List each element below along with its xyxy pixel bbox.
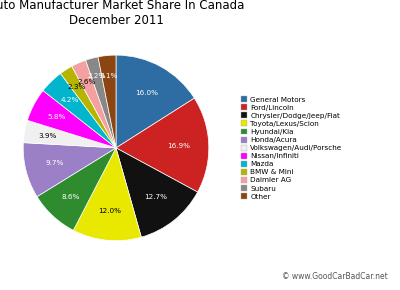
Legend: General Motors, Ford/Lincoln, Chrysler/Dodge/Jeep/Fiat, Toyota/Lexus/Scion, Hyun: General Motors, Ford/Lincoln, Chrysler/D…	[240, 95, 343, 200]
Wedge shape	[116, 148, 198, 237]
Text: 2.6%: 2.6%	[78, 79, 96, 85]
Wedge shape	[72, 60, 116, 148]
Text: 8.6%: 8.6%	[61, 194, 80, 200]
Wedge shape	[60, 66, 116, 148]
Text: 5.8%: 5.8%	[48, 114, 66, 120]
Wedge shape	[43, 73, 116, 148]
Text: 16.9%: 16.9%	[168, 143, 190, 149]
Wedge shape	[23, 120, 116, 148]
Wedge shape	[116, 98, 209, 192]
Wedge shape	[86, 57, 116, 148]
Text: 12.7%: 12.7%	[144, 194, 167, 200]
Wedge shape	[27, 90, 116, 148]
Wedge shape	[23, 143, 116, 197]
Text: 4.2%: 4.2%	[60, 97, 78, 103]
Text: 16.0%: 16.0%	[135, 90, 158, 96]
Text: 3.9%: 3.9%	[38, 133, 57, 139]
Text: 2.2%: 2.2%	[88, 73, 106, 79]
Text: © www.GoodCarBadCar.net: © www.GoodCarBadCar.net	[282, 272, 388, 281]
Text: 9.7%: 9.7%	[46, 160, 64, 166]
Wedge shape	[37, 148, 116, 230]
Wedge shape	[116, 55, 194, 148]
Wedge shape	[98, 55, 116, 148]
Text: 2.3%: 2.3%	[68, 84, 86, 90]
Title: Auto Manufacturer Market Share In Canada
December 2011: Auto Manufacturer Market Share In Canada…	[0, 0, 244, 27]
Wedge shape	[73, 148, 141, 241]
Text: 12.0%: 12.0%	[98, 208, 121, 214]
Text: 3.1%: 3.1%	[100, 73, 118, 79]
